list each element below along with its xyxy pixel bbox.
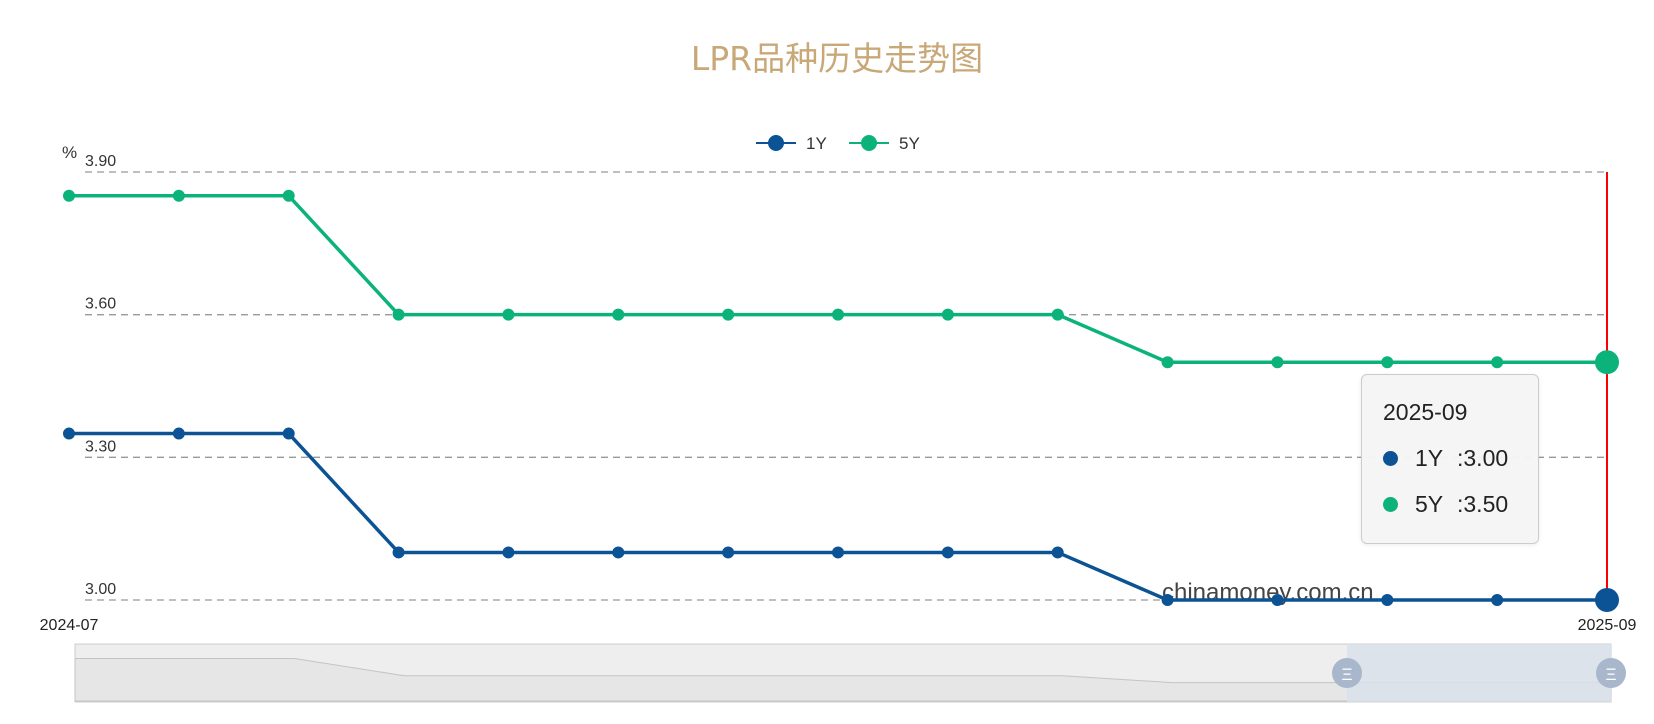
data-point[interactable] — [1161, 356, 1174, 369]
data-point[interactable] — [1161, 594, 1174, 606]
tooltip-series-name: 1Y — [1415, 445, 1444, 471]
highlight-layer — [1595, 350, 1619, 612]
data-point[interactable] — [282, 189, 295, 202]
data-point[interactable] — [1491, 594, 1504, 606]
data-point[interactable] — [172, 189, 185, 202]
tooltip-row-1y: 1Y : 3.00 — [1383, 445, 1508, 472]
legend-marker-icon — [861, 135, 877, 151]
data-zoom-slider[interactable]: Ξ Ξ — [74, 643, 1626, 703]
chart-title: LPR品种历史走势图 — [691, 39, 983, 78]
data-point[interactable] — [722, 546, 735, 559]
svg-text:Ξ: Ξ — [1341, 665, 1352, 684]
series-layer — [63, 189, 1607, 606]
tooltip-value: 3.50 — [1463, 491, 1509, 517]
tooltip-separator: : — [1457, 445, 1464, 471]
y-tick-labels: 3.00 3.30 3.60 3.90 — [85, 153, 116, 598]
data-point[interactable] — [392, 308, 405, 321]
series-line-5y — [69, 194, 1607, 364]
y-tick-label: 3.30 — [85, 438, 116, 455]
legend-item-1y[interactable]: 1Y — [756, 134, 827, 153]
data-point[interactable] — [172, 427, 185, 440]
data-point[interactable] — [941, 546, 954, 559]
watermark-text: chinamoney.com.cn — [1162, 579, 1374, 606]
legend[interactable]: 1Y 5Y — [756, 134, 920, 153]
data-point[interactable] — [63, 189, 75, 202]
legend-label: 1Y — [806, 134, 827, 153]
zoom-selected-window[interactable] — [1347, 644, 1611, 702]
x-tick-label-end: 2025-09 — [1578, 617, 1637, 634]
data-point[interactable] — [1491, 356, 1504, 369]
tooltip-row-5y: 5Y : 3.50 — [1383, 491, 1508, 518]
data-point[interactable] — [502, 546, 515, 559]
data-point[interactable] — [1051, 546, 1064, 559]
data-point[interactable] — [63, 427, 75, 440]
data-point[interactable] — [1271, 594, 1284, 606]
legend-item-5y[interactable]: 5Y — [849, 134, 920, 153]
legend-marker-icon — [768, 135, 784, 151]
tooltip-series-name: 5Y — [1415, 491, 1444, 517]
data-point-highlighted[interactable] — [1595, 588, 1619, 612]
y-tick-label: 3.90 — [85, 153, 116, 170]
data-point[interactable] — [941, 308, 954, 321]
data-point-highlighted[interactable] — [1595, 350, 1619, 375]
data-point[interactable] — [1381, 594, 1394, 606]
x-tick-labels: 2024-07 2025-09 — [40, 617, 1637, 634]
zoom-left-handle[interactable]: Ξ — [1332, 658, 1362, 688]
y-tick-label: 3.00 — [85, 581, 116, 598]
data-point[interactable] — [1051, 308, 1064, 321]
x-tick-label-start: 2024-07 — [40, 617, 99, 634]
data-point[interactable] — [1271, 356, 1284, 369]
data-point[interactable] — [392, 546, 405, 559]
series-5y — [63, 189, 1607, 369]
tooltip-date: 2025-09 — [1383, 399, 1468, 425]
legend-label: 5Y — [899, 134, 920, 153]
data-point[interactable] — [612, 308, 625, 321]
tooltip-dot-icon — [1383, 497, 1398, 512]
tooltip-separator: : — [1457, 491, 1464, 517]
tooltip-dot-icon — [1383, 451, 1398, 466]
data-point[interactable] — [832, 546, 844, 559]
svg-text:Ξ: Ξ — [1605, 665, 1616, 684]
series-1y — [63, 427, 1607, 606]
y-tick-label: 3.60 — [85, 296, 116, 313]
data-point[interactable] — [722, 308, 735, 321]
y-axis-unit-label: % — [62, 143, 77, 162]
tooltip-value: 3.00 — [1463, 445, 1509, 471]
data-point[interactable] — [502, 308, 515, 321]
data-point[interactable] — [612, 546, 625, 559]
zoom-right-handle[interactable]: Ξ — [1596, 658, 1626, 688]
tooltip: 2025-09 1Y : 3.00 5Y : 3.50 — [1361, 374, 1539, 544]
data-point[interactable] — [1381, 356, 1394, 369]
data-point[interactable] — [832, 308, 844, 321]
data-point[interactable] — [282, 427, 295, 440]
